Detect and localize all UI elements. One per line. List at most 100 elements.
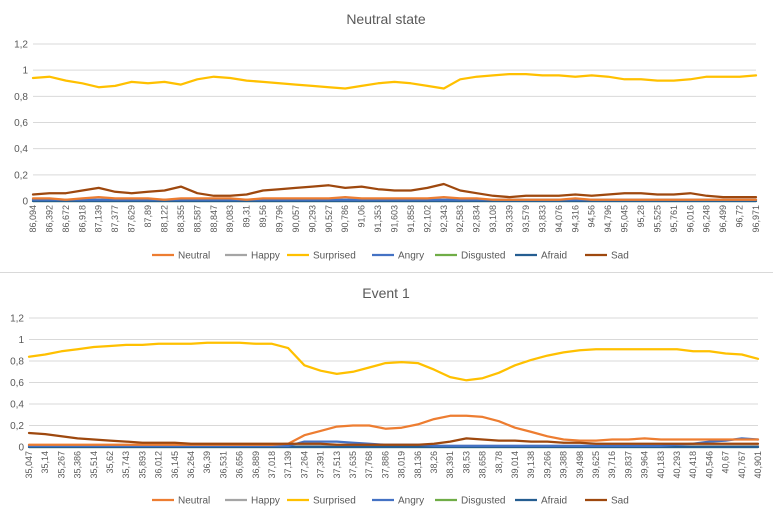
chart0-y-tick-label: 1,2 — [14, 40, 28, 51]
chart1-x-tick-label: 38,019 — [397, 451, 407, 479]
chart0-x-tick-label: 96,499 — [718, 205, 728, 233]
chart1-x-tick-label: 35,743 — [121, 451, 131, 479]
chart1-x-tick-label: 37,513 — [332, 451, 342, 479]
chart0-x-tick-label: 86,672 — [61, 205, 71, 233]
chart0-x-tick-label: 90,293 — [307, 205, 317, 233]
chart1-series-line-sad — [27, 431, 760, 446]
chart1-x-tick-label: 39,625 — [591, 451, 601, 479]
chart1-x-tick-label: 39,014 — [510, 451, 520, 479]
chart1-legend-label: Angry — [398, 496, 424, 507]
chart1-series-line-surprised — [27, 341, 760, 382]
chart0-x-tick-label: 86,918 — [77, 205, 87, 233]
chart0-x-tick-label: 88,847 — [209, 205, 219, 233]
chart0-x-tick-label: 92,343 — [439, 205, 449, 233]
chart1-x-tick-label: 39,498 — [575, 451, 585, 479]
chart0-x-tick-label: 87,377 — [110, 205, 120, 233]
chart0-x-tick-label: 91,858 — [406, 205, 416, 233]
chart0-x-tick-label: 95,045 — [620, 205, 630, 233]
chart1-x-tick-label: 37,391 — [316, 451, 326, 479]
chart0-x-tick-label: 88,122 — [159, 205, 169, 233]
chart0-x-tick-label: 95,761 — [669, 205, 679, 233]
chart0-legend-label: Angry — [398, 251, 424, 262]
chart0-x-tick-label: 95,525 — [652, 205, 662, 233]
chart0-x-tick-label: 94,076 — [554, 205, 564, 233]
chart0-x-tick-label: 94,316 — [570, 205, 580, 233]
chart1-x-tick-label: 40,418 — [688, 451, 698, 479]
chart0-x-tick-label: 96,016 — [685, 205, 695, 233]
chart1-x-tick-label: 35,62 — [105, 451, 115, 474]
chart1-x-tick-label: 36,264 — [186, 451, 196, 479]
chart0-legend-label: Sad — [611, 251, 629, 262]
chart1-x-tick-label: 36,145 — [170, 451, 180, 479]
chart0-x-tick-label: 91,06 — [357, 205, 367, 228]
chart0-series-line-surprised — [31, 72, 758, 90]
chart0-x-tick-label: 93,579 — [521, 205, 531, 233]
chart0-x-tick-label: 89,31 — [242, 205, 252, 228]
chart1-x-tick-label: 37,018 — [267, 451, 277, 479]
chart1-x-tick-label: 39,388 — [559, 451, 569, 479]
chart1-x-tick-label: 35,893 — [137, 451, 147, 479]
chart0-x-tick-label: 89,796 — [274, 205, 284, 233]
chart0-y-tick-label: 0,6 — [14, 118, 28, 129]
chart1-x-tick-label: 39,266 — [542, 451, 552, 479]
chart1-x-tick-label: 36,656 — [235, 451, 245, 479]
chart0-legend-label: Happy — [251, 251, 280, 262]
chart1-legend-label: Afraid — [541, 496, 567, 507]
chart1-x-tick-label: 40,183 — [656, 451, 666, 479]
chart0-y-tick-label: 0 — [22, 197, 28, 208]
chart0-x-tick-label: 87,629 — [127, 205, 137, 233]
chart1-x-tick-label: 38,26 — [429, 451, 439, 474]
chart1-x-tick-label: 38,53 — [461, 451, 471, 474]
chart0-legend-label: Surprised — [313, 251, 356, 262]
chart1-y-tick-label: 0 — [18, 443, 24, 454]
chart1-y-tick-label: 0,2 — [10, 421, 24, 432]
chart1-x-tick-label: 36,889 — [251, 451, 261, 479]
chart1-y-tick-label: 0,4 — [10, 400, 24, 411]
chart0-series-line-sad — [31, 182, 758, 199]
chart0-series-line-neutral — [31, 195, 758, 201]
chart0-x-tick-label: 88,587 — [192, 205, 202, 233]
chart0-x-tick-label: 93,339 — [505, 205, 515, 233]
chart0-x-tick-label: 89,56 — [258, 205, 268, 228]
chart0-x-tick-label: 94,56 — [587, 205, 597, 228]
chart0-x-tick-label: 96,971 — [751, 205, 761, 233]
chart0-x-tick-label: 96,72 — [735, 205, 745, 228]
chart1-x-tick-label: 39,837 — [623, 451, 633, 479]
chart0-x-tick-label: 90,786 — [340, 205, 350, 233]
chart1-x-tick-label: 37,139 — [283, 451, 293, 479]
chart1-legend-label: Disgusted — [461, 496, 505, 507]
chart-event-1: Event 1 0 0,2 0,4 0,6 0,8 1 1,2 35,047 35,14 35,26… — [0, 278, 773, 515]
chart0-x-tick-label: 90,057 — [291, 205, 301, 233]
chart0-x-tick-label: 86,392 — [44, 205, 54, 233]
chart1-y-tick-label: 0,8 — [10, 357, 24, 368]
chart1-x-tick-label: 37,886 — [380, 451, 390, 479]
chart0-y-tick-label: 0,4 — [14, 144, 28, 155]
chart0-x-tick-label: 93,833 — [537, 205, 547, 233]
chart0-legend-label: Neutral — [178, 251, 210, 262]
chart0-x-tick-label: 92,583 — [455, 205, 465, 233]
chart1-legend-label: Surprised — [313, 496, 356, 507]
chart1-title: Event 1 — [362, 285, 410, 301]
chart0-y-tick-label: 0,2 — [14, 170, 28, 181]
chart1-x-tick-label: 38,78 — [494, 451, 504, 474]
chart0-x-tick-label: 94,796 — [603, 205, 613, 233]
chart1-x-tick-label: 35,14 — [40, 451, 50, 474]
chart1-x-tick-label: 35,514 — [89, 451, 99, 479]
chart1-y-tick-label: 1 — [18, 335, 24, 346]
chart1-x-tick-label: 35,047 — [24, 451, 34, 479]
chart0-y-tick-label: 1 — [22, 66, 28, 77]
chart1-x-tick-label: 35,386 — [73, 451, 83, 479]
chart0-legend-label: Afraid — [541, 251, 567, 262]
chart1-x-tick-label: 40,67 — [721, 451, 731, 474]
chart1-legend-label: Happy — [251, 496, 280, 507]
chart0-x-tick-label: 90,527 — [324, 205, 334, 233]
chart1-x-tick-label: 40,546 — [704, 451, 714, 479]
chart1-legend-label: Sad — [611, 496, 629, 507]
chart1-x-tick-label: 35,267 — [56, 451, 66, 479]
chart1-x-tick-label: 40,767 — [737, 451, 747, 479]
chart1-x-tick-label: 36,39 — [202, 451, 212, 474]
chart1-x-tick-label: 40,901 — [753, 451, 763, 479]
chart0-title: Neutral state — [346, 11, 426, 27]
chart1-x-tick-label: 39,716 — [607, 451, 617, 479]
chart1-x-tick-label: 37,635 — [348, 451, 358, 479]
